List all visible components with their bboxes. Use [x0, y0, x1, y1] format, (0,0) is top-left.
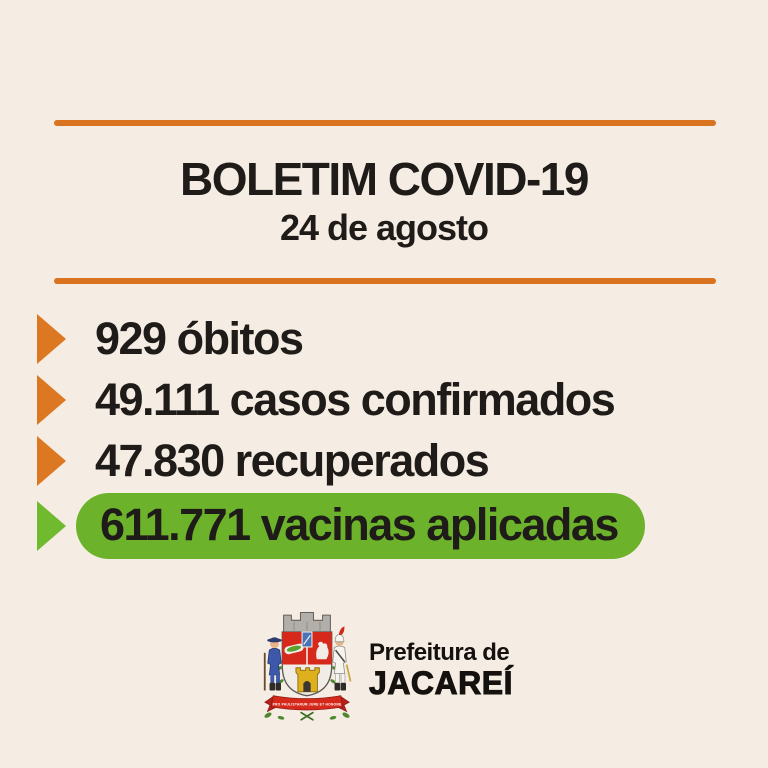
stat-row-deaths: 929 óbitos: [37, 308, 645, 369]
jacarei-coat-of-arms: PRO PAULISTARUM JURE ET HONORE: [263, 611, 352, 721]
stat-text: 49.111 casos confirmados: [95, 374, 616, 425]
motto-ribbon: PRO PAULISTARUM JURE ET HONORE: [264, 695, 350, 713]
org-name: JACAREÍ: [369, 665, 513, 702]
guard-figure: [332, 626, 352, 691]
stat-row-recovered: 47.830 recuperados: [37, 430, 645, 491]
arrow-bullet-icon: [37, 501, 66, 551]
footer: PRO PAULISTARUM JURE ET HONORE Prefeitur…: [0, 606, 768, 723]
arrow-bullet-icon: [37, 374, 66, 425]
bandeirante-figure: [263, 637, 282, 691]
bulletin-title: BOLETIM COVID-19: [180, 153, 589, 205]
motto-text: PRO PAULISTARUM JURE ET HONORE: [273, 703, 342, 707]
stat-row-vaccines: 611.771 vacinas aplicadas: [37, 493, 645, 559]
org-text-block: Prefeitura de JACAREÍ: [369, 639, 513, 702]
stat-text: 47.830 recuperados: [95, 435, 490, 486]
org-prefix: Prefeitura de: [369, 639, 510, 666]
arrow-bullet-icon: [37, 435, 66, 486]
bottom-sprigs: [300, 711, 314, 721]
middle-divider: [54, 278, 716, 284]
arrow-bullet-icon: [37, 313, 66, 364]
stat-row-confirmed: 49.111 casos confirmados: [37, 369, 645, 430]
stats-list: 929 óbitos 49.111 casos confirmados 47.8…: [37, 308, 645, 559]
mural-crown-icon: [283, 611, 331, 633]
bulletin-date: 24 de agosto: [279, 207, 489, 248]
stat-text: 929 óbitos: [95, 313, 304, 364]
castle-icon: [295, 667, 320, 693]
top-divider: [54, 120, 716, 126]
stat-text-highlighted: 611.771 vacinas aplicadas: [76, 493, 645, 559]
